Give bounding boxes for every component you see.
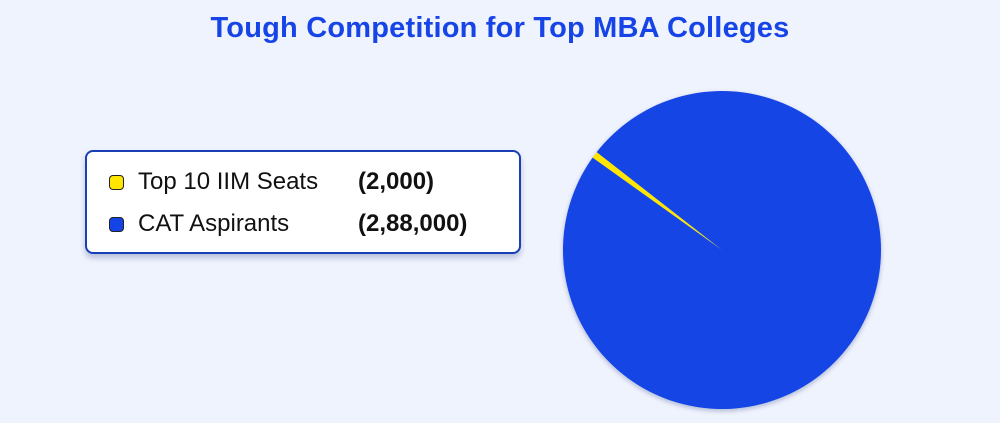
legend-item-cat-aspirants: CAT Aspirants (2,88,000) — [109, 209, 467, 239]
legend-label: Top 10 IIM Seats — [138, 168, 319, 195]
legend-label: CAT Aspirants — [138, 210, 290, 237]
chart-title: Tough Competition for Top MBA Colleges — [210, 12, 790, 44]
legend: Top 10 IIM Seats (2,000) CAT Aspirants (… — [85, 150, 521, 254]
legend-item-top-10-iim-seats: Top 10 IIM Seats (2,000) — [109, 167, 434, 197]
pie-slice-cat-aspirants — [562, 91, 881, 410]
pie-slice-top-10-iim-seats — [592, 152, 722, 250]
legend-value: (2,000) — [358, 168, 435, 195]
pie-chart-svg — [562, 91, 881, 410]
legend-swatch-yellow — [109, 174, 124, 190]
legend-swatch-blue — [109, 216, 124, 232]
pie-chart — [556, 84, 888, 416]
legend-value: (2,88,000) — [358, 210, 468, 237]
